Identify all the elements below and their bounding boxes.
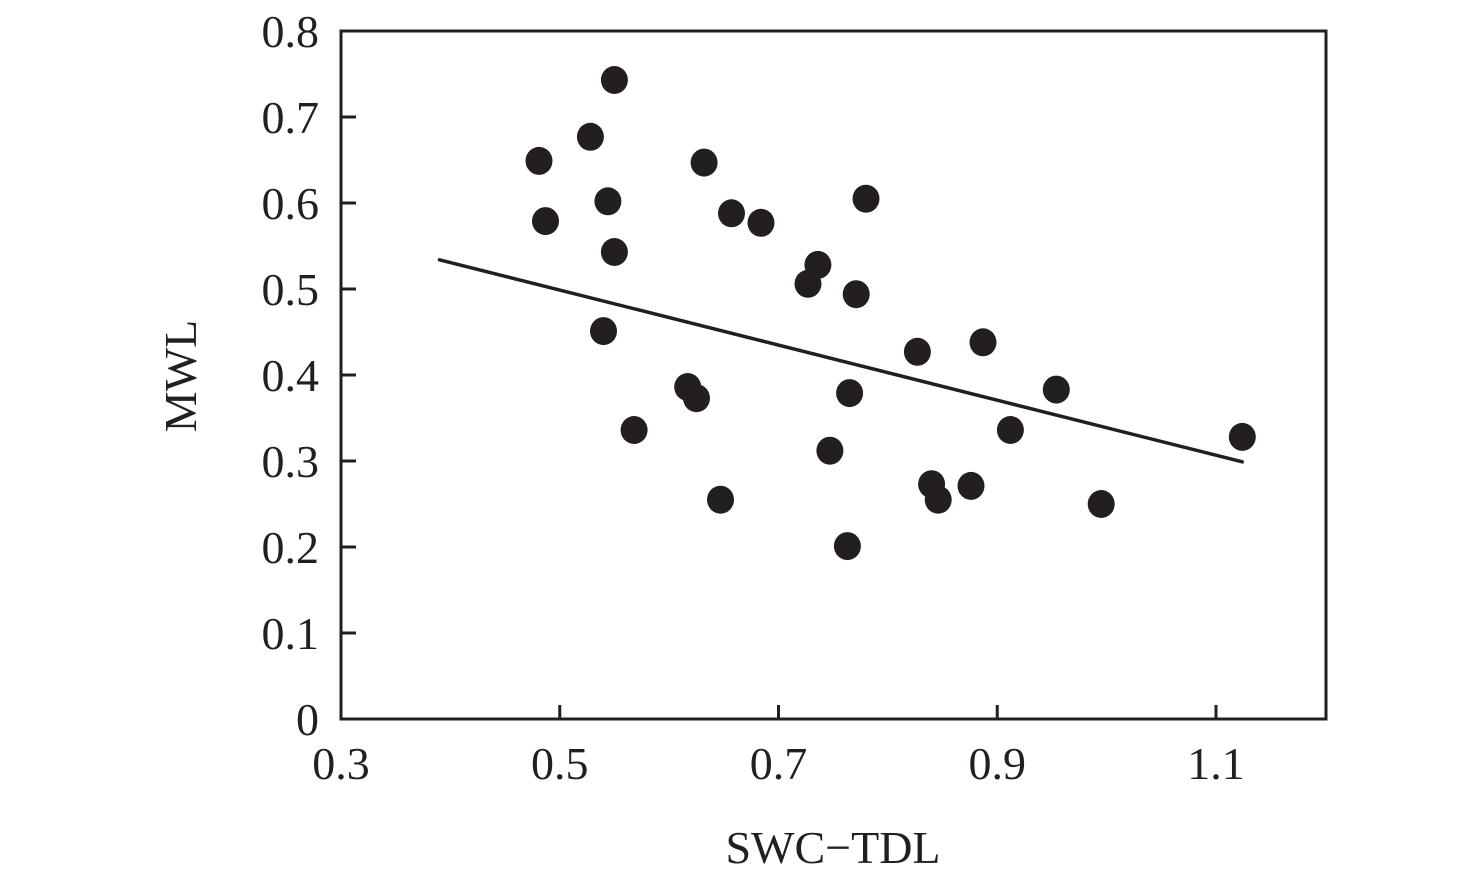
- data-point: [747, 208, 775, 237]
- data-point: [852, 184, 880, 213]
- y-tick-label: 0.5: [262, 264, 320, 315]
- data-point: [1228, 422, 1256, 451]
- x-tick-label: 0.5: [531, 738, 589, 789]
- data-point: [620, 416, 648, 444]
- data-point: [707, 485, 734, 514]
- data-point: [683, 384, 710, 413]
- x-tick-label: 0.9: [969, 738, 1027, 789]
- y-tick-label: 0.2: [262, 522, 320, 573]
- data-point: [1042, 375, 1070, 404]
- y-tick-label: 0.6: [262, 178, 320, 229]
- data-point: [833, 532, 861, 561]
- plot-frame: [339, 29, 1328, 721]
- data-point: [816, 436, 844, 465]
- data-point: [957, 471, 985, 500]
- y-axis-title: MWL: [155, 320, 206, 432]
- x-axis-title: SWC−TDL: [725, 822, 940, 873]
- x-tick-label: 1.1: [1187, 738, 1245, 789]
- data-points: [525, 66, 1256, 561]
- data-point: [969, 328, 997, 357]
- y-tick-label: 0.4: [262, 350, 320, 401]
- data-point: [576, 122, 604, 151]
- data-point: [532, 207, 559, 236]
- data-point: [996, 416, 1024, 444]
- y-axis-ticks: 0 0.1 0.2 0.3 0.4 0.5 0.6 0.7 0.8: [262, 6, 356, 745]
- data-point: [600, 238, 628, 266]
- y-tick-label: 0.8: [262, 6, 320, 57]
- x-axis-ticks: 0.3 0.5 0.7 0.9 1.1: [312, 705, 1245, 789]
- data-point: [1087, 490, 1115, 518]
- y-tick-label: 0.1: [262, 608, 320, 659]
- data-point: [600, 66, 628, 94]
- data-point: [690, 148, 718, 177]
- data-point: [842, 280, 870, 309]
- trend-line: [437, 258, 1244, 464]
- data-point: [924, 485, 952, 514]
- data-point: [836, 379, 864, 408]
- y-tick-label: 0.7: [262, 92, 320, 143]
- data-point: [590, 317, 617, 346]
- data-point: [794, 269, 822, 298]
- y-tick-label: 0.3: [262, 436, 320, 487]
- data-point: [903, 337, 931, 366]
- x-tick-label: 0.3: [312, 738, 370, 789]
- data-point: [525, 146, 553, 175]
- data-point: [718, 199, 745, 228]
- y-tick-label: 0: [296, 694, 319, 745]
- x-tick-label: 0.7: [750, 738, 808, 789]
- data-point: [594, 187, 622, 216]
